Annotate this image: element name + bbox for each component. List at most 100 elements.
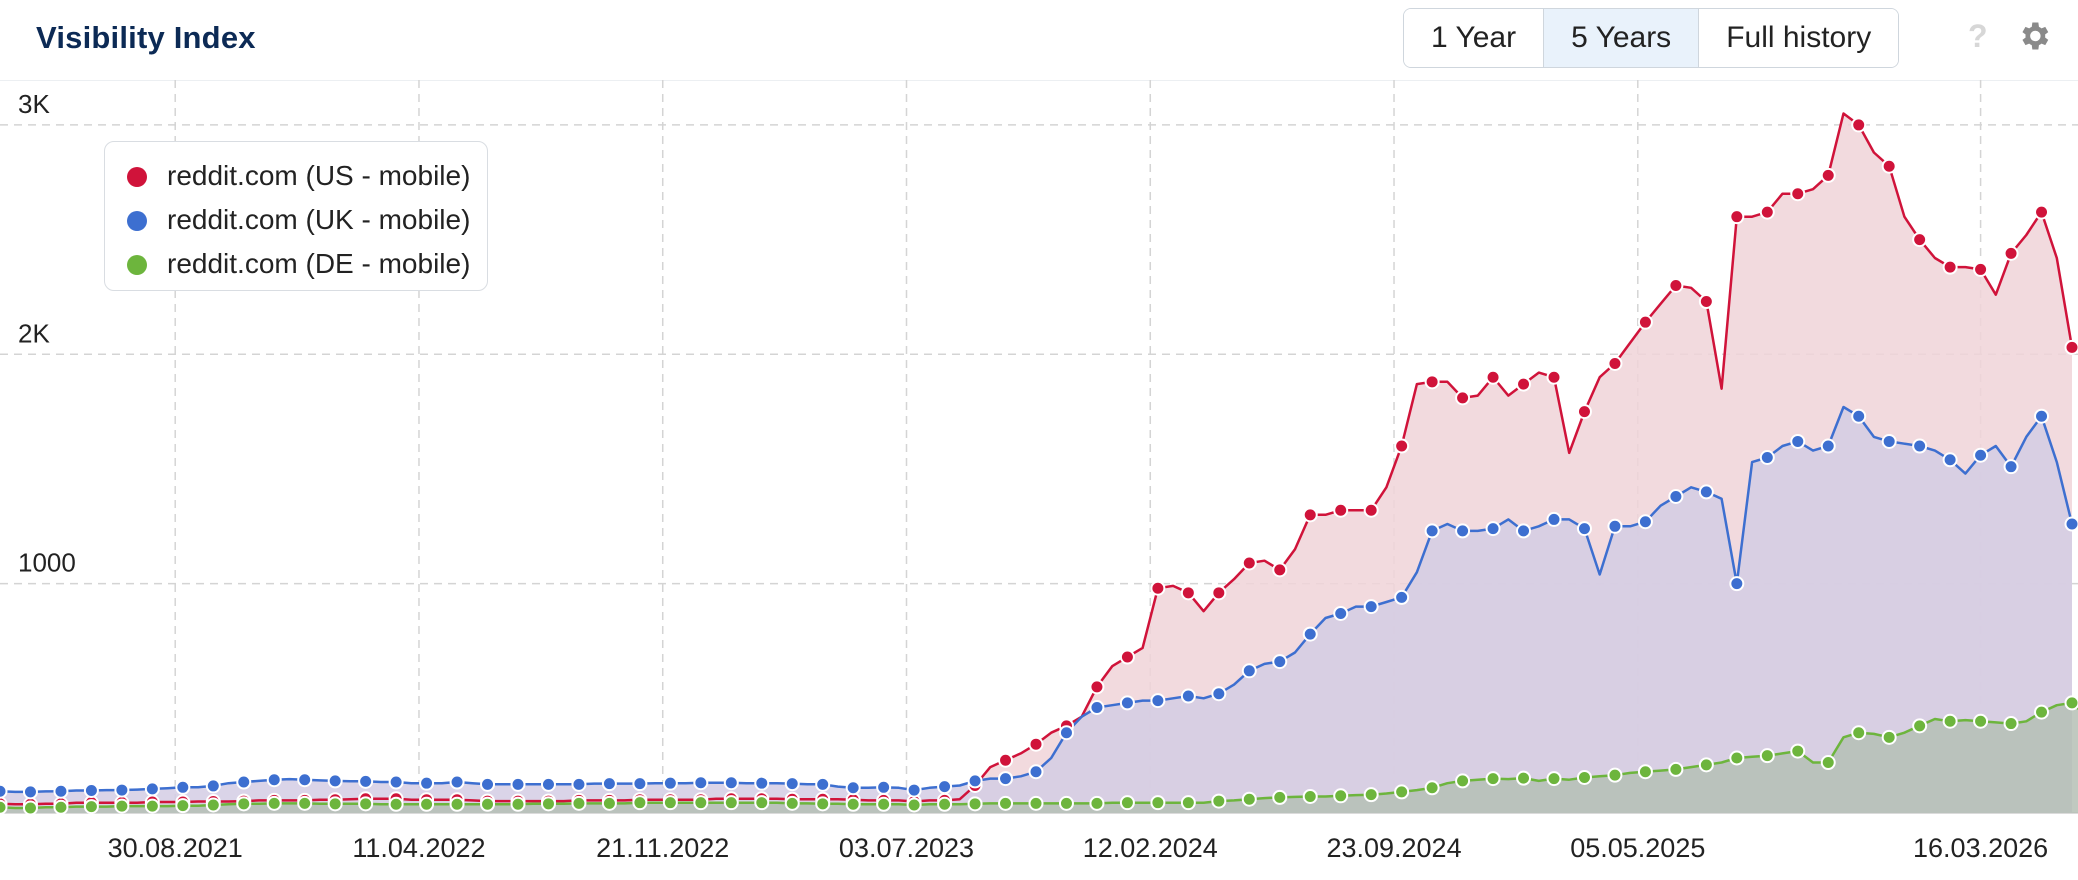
point-us-80 (1211, 585, 1227, 601)
point-de-14 (205, 797, 221, 813)
point-uk-50 (754, 775, 770, 791)
point-uk-136 (2064, 516, 2078, 532)
point-uk-74 (1119, 695, 1135, 711)
range-5-years-button[interactable]: 5 Years (1544, 9, 1700, 67)
point-uk-134 (2034, 408, 2050, 424)
point-de-72 (1089, 795, 1105, 811)
point-uk-110 (1668, 488, 1684, 504)
point-de-16 (236, 796, 252, 812)
point-uk-124 (1881, 433, 1897, 449)
point-uk-80 (1211, 686, 1227, 702)
point-us-82 (1241, 555, 1257, 571)
point-uk-98 (1485, 521, 1501, 537)
point-de-92 (1394, 784, 1410, 800)
point-uk-20 (297, 772, 313, 788)
point-uk-120 (1820, 438, 1836, 454)
chart-legend: reddit.com (US - mobile) reddit.com (UK … (104, 141, 488, 291)
point-uk-128 (1942, 452, 1958, 468)
point-de-38 (571, 795, 587, 811)
point-uk-92 (1394, 589, 1410, 605)
point-us-102 (1546, 369, 1562, 385)
point-uk-36 (540, 776, 556, 792)
point-de-94 (1424, 780, 1440, 796)
point-uk-82 (1241, 663, 1257, 679)
point-de-124 (1881, 729, 1897, 745)
point-us-78 (1180, 585, 1196, 601)
point-de-26 (388, 796, 404, 812)
point-uk-16 (236, 774, 252, 790)
legend-item-de[interactable]: reddit.com (DE - mobile) (105, 242, 487, 286)
point-us-90 (1363, 502, 1379, 518)
point-de-32 (480, 796, 496, 812)
visibility-chart: 1000 2K 3K 30.08.2021 11.04.2022 21.11.2022 03… (0, 80, 2078, 863)
point-uk-12 (175, 779, 191, 795)
legend-item-us[interactable]: reddit.com (US - mobile) (105, 154, 487, 198)
help-icon[interactable]: ? (1968, 18, 1988, 54)
point-uk-6 (83, 783, 99, 799)
point-de-68 (1028, 795, 1044, 811)
point-uk-2 (22, 784, 38, 800)
point-de-76 (1150, 795, 1166, 811)
gear-icon[interactable] (2016, 18, 2052, 54)
point-us-130 (1973, 261, 1989, 277)
point-uk-8 (114, 782, 130, 798)
point-uk-66 (998, 771, 1014, 787)
point-de-34 (510, 796, 526, 812)
point-de-0 (0, 799, 8, 815)
point-us-86 (1302, 507, 1318, 523)
point-uk-26 (388, 774, 404, 790)
legend-label-uk: reddit.com (UK - mobile) (167, 204, 471, 235)
point-de-88 (1333, 788, 1349, 804)
point-us-84 (1272, 562, 1288, 578)
point-us-72 (1089, 679, 1105, 695)
point-uk-46 (693, 775, 709, 791)
point-us-100 (1516, 376, 1532, 392)
point-uk-56 (845, 780, 861, 796)
point-us-132 (2003, 245, 2019, 261)
point-de-22 (327, 796, 343, 812)
point-de-8 (114, 798, 130, 814)
legend-item-uk[interactable]: reddit.com (UK - mobile) (105, 198, 487, 242)
point-de-66 (998, 795, 1014, 811)
point-de-122 (1851, 725, 1867, 741)
point-uk-40 (601, 776, 617, 792)
point-uk-62 (937, 779, 953, 795)
point-us-116 (1759, 204, 1775, 220)
point-uk-102 (1546, 511, 1562, 527)
point-uk-94 (1424, 523, 1440, 539)
page-title: Visibility Index (36, 20, 256, 55)
point-us-88 (1333, 502, 1349, 518)
point-de-114 (1729, 750, 1745, 766)
point-de-6 (83, 799, 99, 815)
point-us-68 (1028, 736, 1044, 752)
point-de-64 (967, 796, 983, 812)
point-us-96 (1455, 390, 1471, 406)
point-de-120 (1820, 755, 1836, 771)
point-us-134 (2034, 204, 2050, 220)
point-uk-90 (1363, 599, 1379, 615)
point-de-2 (22, 800, 38, 816)
point-uk-60 (906, 782, 922, 798)
range-full-history-button[interactable]: Full history (1699, 9, 1899, 67)
point-us-128 (1942, 259, 1958, 275)
time-range-selector: 1 Year 5 Years Full history (1403, 8, 1900, 68)
x-tick-label-7: 16.03.2026 (1913, 833, 2048, 863)
point-uk-130 (1973, 447, 1989, 463)
point-de-28 (419, 796, 435, 812)
point-de-52 (784, 795, 800, 811)
point-us-76 (1150, 580, 1166, 596)
point-uk-14 (205, 778, 221, 794)
point-us-104 (1576, 404, 1592, 420)
point-us-118 (1790, 186, 1806, 202)
area-de (0, 702, 2078, 813)
legend-dot-uk (127, 211, 147, 231)
point-de-18 (266, 795, 282, 811)
point-us-108 (1637, 314, 1653, 330)
point-uk-112 (1698, 484, 1714, 500)
point-de-116 (1759, 748, 1775, 764)
point-us-106 (1607, 355, 1623, 371)
range-1-year-button[interactable]: 1 Year (1404, 9, 1545, 67)
point-de-106 (1607, 767, 1623, 783)
point-uk-30 (449, 774, 465, 790)
y-tick-label-2: 3K (18, 89, 50, 119)
